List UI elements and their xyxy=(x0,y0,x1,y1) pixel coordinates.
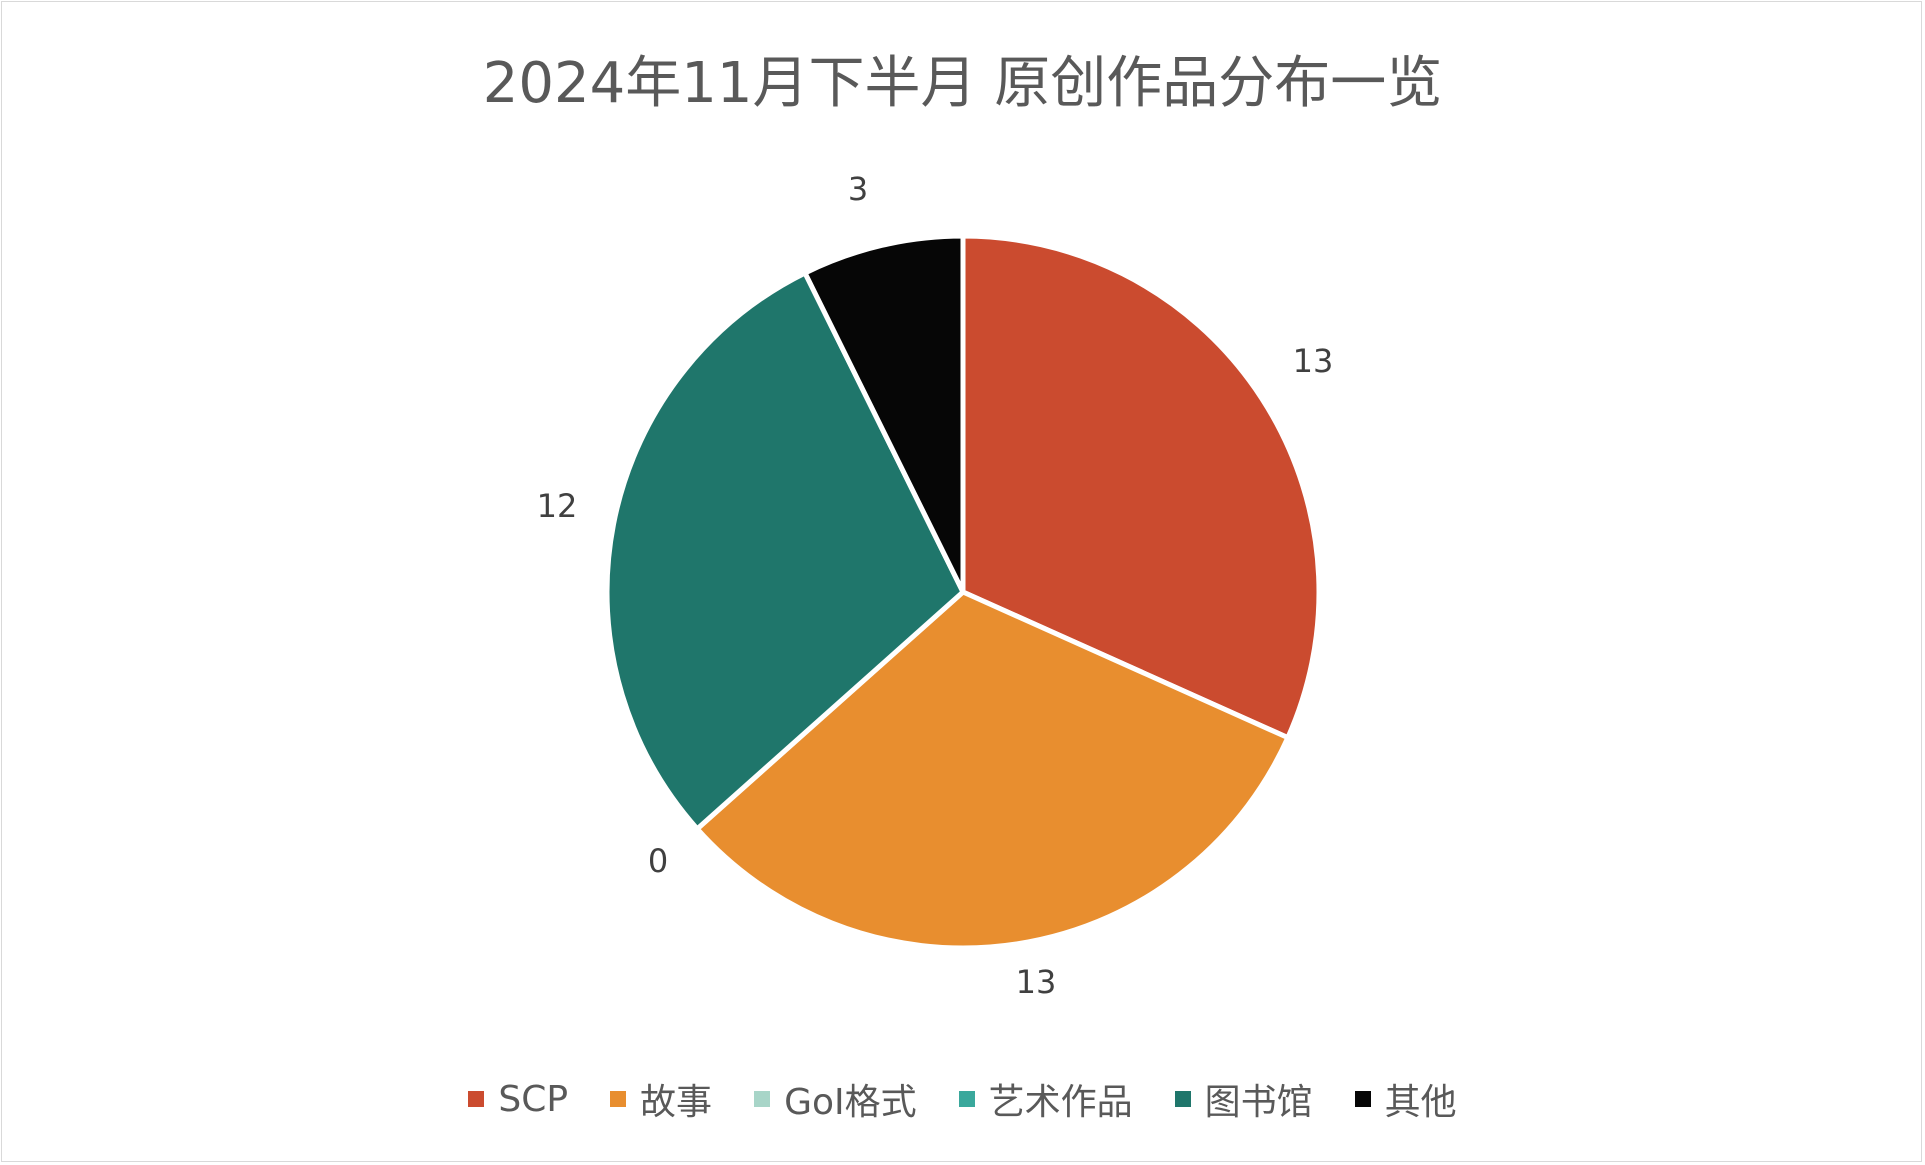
pie-slices xyxy=(604,233,1322,951)
legend-swatch xyxy=(958,1091,975,1107)
legend-label: 艺术作品 xyxy=(988,1082,1133,1123)
legend-swatch xyxy=(754,1091,771,1107)
legend-item-6: 其他 xyxy=(1354,1073,1457,1125)
pie-slice-2 xyxy=(694,589,1291,951)
legend-swatch xyxy=(1174,1091,1191,1107)
legend-swatch xyxy=(1354,1091,1371,1107)
legend-label: SCP xyxy=(498,1078,569,1120)
chart-title: 2024年11月下半月 原创作品分布一览 xyxy=(482,51,1443,116)
pie-slice-1 xyxy=(960,233,1322,741)
legend-label: 故事 xyxy=(640,1082,713,1123)
legend-swatch xyxy=(468,1091,485,1107)
legend-label: GoI格式 xyxy=(784,1082,917,1123)
legend-item-2: 故事 xyxy=(610,1073,712,1125)
legend-swatch xyxy=(610,1091,627,1107)
pie-slice-6 xyxy=(802,233,966,595)
pie-data-labels: 13 13 0 12 3 xyxy=(537,170,1334,1001)
legend-label: 其他 xyxy=(1384,1082,1457,1123)
legend-item-1: SCP xyxy=(468,1079,568,1120)
legend-item-5: 图书馆 xyxy=(1174,1073,1313,1125)
data-label-2: 13 xyxy=(1016,963,1057,1001)
chart-legend: SCP 故事 GoI格式 艺术作品 图书馆 其他 xyxy=(0,1073,1925,1125)
pie-slice-5 xyxy=(604,270,966,832)
data-label-5: 12 xyxy=(537,487,578,525)
legend-label: 图书馆 xyxy=(1204,1082,1313,1123)
data-label-3: 0 xyxy=(648,842,668,880)
data-label-6: 3 xyxy=(848,170,868,208)
legend-item-4: 艺术作品 xyxy=(958,1073,1133,1125)
legend-item-3: GoI格式 xyxy=(754,1073,917,1125)
data-label-1: 13 xyxy=(1293,342,1334,380)
